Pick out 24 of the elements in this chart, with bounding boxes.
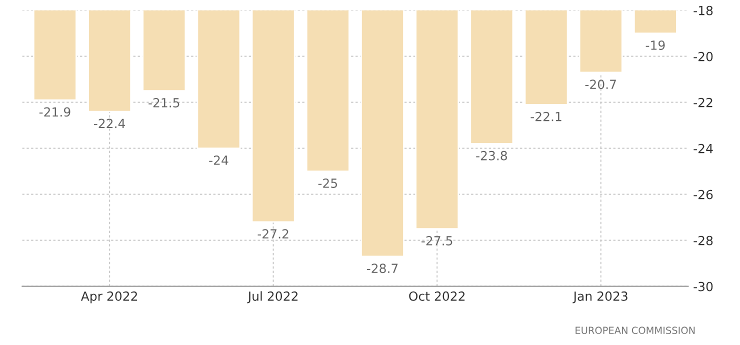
x-tick-label: Oct 2022: [409, 291, 465, 301]
data-label: -24: [209, 156, 228, 165]
data-label: -28.7: [366, 264, 398, 274]
y-tick-label: -18: [694, 6, 713, 16]
y-tick-label: -24: [694, 144, 713, 154]
data-label: -27.5: [422, 236, 452, 246]
data-label: -19: [646, 40, 665, 50]
y-tick-label: -26: [694, 190, 713, 200]
data-label: -22.1: [530, 112, 562, 122]
y-tick-label: -20: [694, 52, 713, 62]
x-tick-label: Jul 2022: [247, 291, 298, 304]
y-tick-label: -22: [694, 98, 712, 108]
data-label: -23.8: [476, 150, 507, 160]
data-label: -25: [318, 178, 338, 188]
data-label: -22.4: [94, 118, 126, 128]
text: EUROPEAN COMMISSION: [576, 326, 695, 334]
x-tick-label: Jan 2023: [572, 291, 628, 304]
y-tick-label: -28: [694, 236, 713, 246]
data-label: -20.7: [585, 80, 616, 90]
data-label: -21.5: [148, 98, 180, 108]
y-tick-label: -30: [694, 282, 713, 292]
x-tick-label: Apr 2022: [80, 291, 137, 304]
data-label: -27.2: [258, 229, 288, 238]
data-label: -21.9: [39, 107, 70, 117]
